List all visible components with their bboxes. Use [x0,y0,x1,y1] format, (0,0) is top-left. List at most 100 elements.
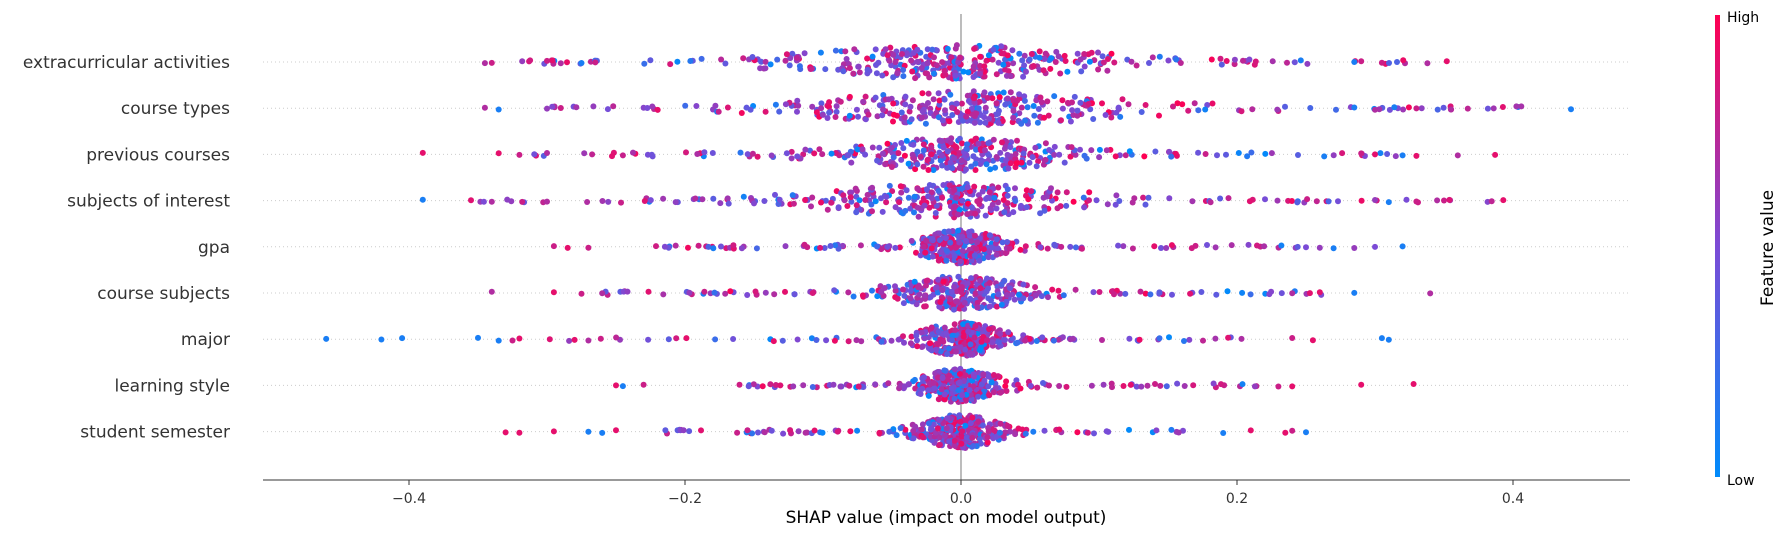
shap-point [845,338,852,345]
shap-point [1102,112,1109,118]
shap-point [913,249,919,256]
shap-point [983,288,990,295]
shap-point [943,425,950,432]
shap-point [964,184,971,191]
shap-point [1000,89,1007,96]
shap-point-outlier [1247,427,1254,434]
shap-point [816,146,823,153]
shap-point [1041,114,1048,121]
shap-point [1014,97,1021,104]
shap-point [901,114,908,121]
shap-point [660,195,667,202]
shap-point [1074,429,1081,436]
shap-point [859,292,866,299]
shap-point [757,65,764,72]
shap-point [892,59,899,66]
shap-point-outlier [516,335,523,342]
shap-point [929,253,936,260]
shap-point [935,276,942,283]
shap-point [1005,165,1012,172]
shap-point [918,285,924,292]
shap-point [1274,197,1281,204]
shap-point [1007,428,1014,435]
shap-point [937,237,943,244]
shap-point-outlier [488,59,495,66]
shap-point-outlier [1399,243,1406,250]
shap-point [1268,150,1275,157]
shap-point [908,57,915,64]
shap-point-outlier [1372,151,1378,158]
shap-point [910,435,917,442]
shap-point [1093,197,1100,204]
shap-point [1133,383,1140,390]
shap-point [974,299,981,306]
shap-point-outlier [495,337,502,344]
shap-point [1061,52,1068,59]
shap-point [958,157,965,164]
shap-point [920,141,927,148]
shap-point [794,336,801,343]
shap-point [1079,245,1085,252]
shap-point [949,332,956,339]
shap-point [824,115,831,121]
shap-point [984,434,991,441]
shap-point [1177,60,1184,66]
shap-point [744,292,751,298]
shap-point-outlier [550,289,557,296]
shap-point [874,243,880,250]
shap-point-outlier [592,59,599,66]
shap-point [971,183,978,190]
shap-point [882,46,889,53]
shap-point [869,287,875,294]
shap-point [1011,296,1018,303]
shap-point [1004,61,1011,68]
shap-point [985,383,992,390]
shap-point [1418,105,1425,112]
shap-point [974,198,981,205]
shap-point [953,288,960,295]
shap-point [1278,242,1285,249]
shap-point [968,275,974,282]
shap-point [654,106,661,113]
shap-point [873,62,879,68]
shap-point [898,109,905,116]
shap-point [1152,381,1158,387]
shap-point [911,155,918,162]
shap-point [1246,198,1253,205]
shap-point [946,118,953,125]
shap-point [1152,148,1159,155]
shap-point-outlier [1500,197,1507,204]
shap-point [862,116,869,123]
shap-point [699,196,706,203]
shap-point [993,236,1000,243]
shap-point [770,338,777,345]
shap-point [724,195,731,202]
shap-point [1004,423,1011,430]
shap-point [1122,290,1129,297]
shap-point-outlier [564,244,571,251]
shap-point [939,287,946,294]
shap-point [1217,195,1224,202]
shap-point-outlier [1434,197,1441,204]
shap-point [898,140,905,146]
shap-point [892,287,899,294]
shap-point [874,293,881,300]
shap-point [964,211,971,217]
shap-point [1023,204,1030,211]
shap-point [1086,189,1093,196]
shap-point [890,118,896,125]
shap-point [1403,196,1410,203]
shap-point [927,426,934,433]
shap-point [939,194,946,201]
shap-point [844,203,851,209]
shap-point [828,150,835,157]
shap-point-outlier [1454,152,1461,159]
shap-point [1041,56,1048,62]
shap-point [1002,383,1009,390]
shap-point [1185,107,1192,114]
series-points [481,88,1574,128]
shap-point [1021,93,1028,100]
shap-point [1028,188,1035,195]
shap-point [970,88,977,95]
shap-point [1086,58,1093,65]
